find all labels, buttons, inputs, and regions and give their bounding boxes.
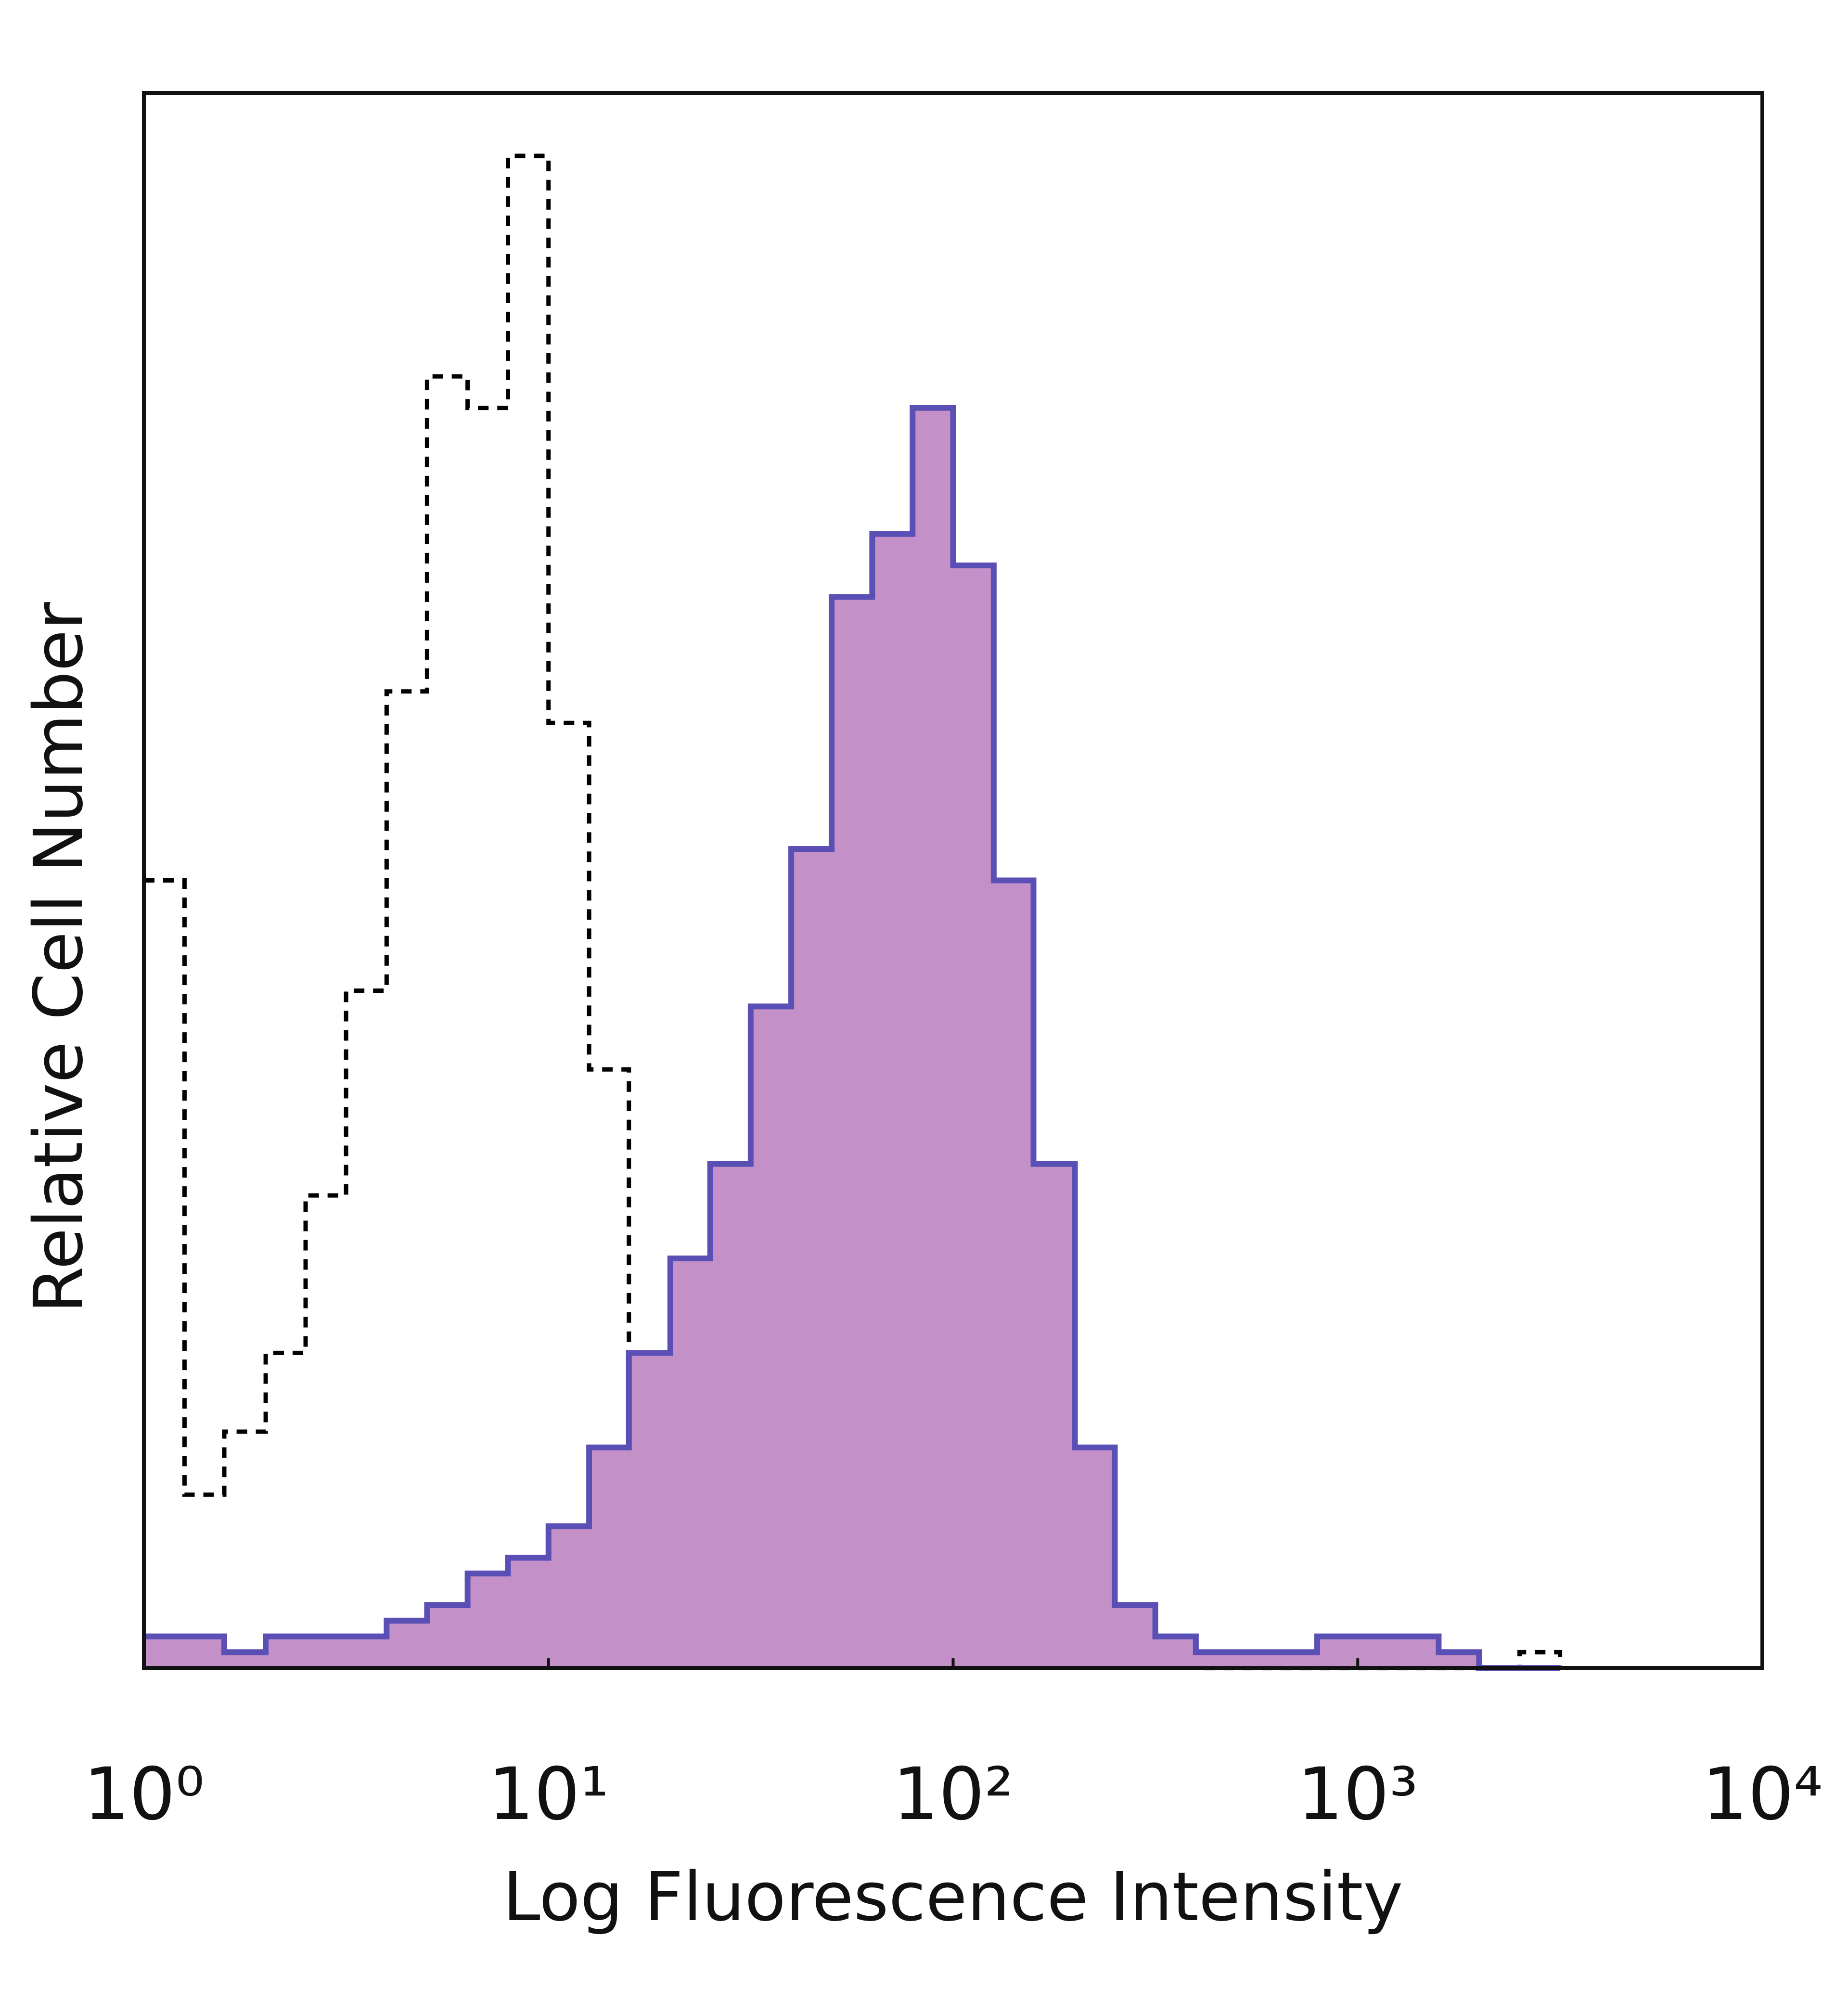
x-tick-label: 10⁴ — [1702, 1753, 1822, 1836]
histogram-line — [144, 405, 1560, 1671]
x-tick-label: 10³ — [1297, 1753, 1418, 1836]
histogram-area — [144, 408, 1560, 1668]
y-axis-label: Relative Cell Number — [20, 602, 98, 1313]
x-axis-label: Log Fluorescence Intensity — [503, 1858, 1403, 1936]
x-tick-label: 10¹ — [488, 1753, 609, 1836]
x-tick-label: 10² — [893, 1753, 1014, 1836]
x-tick-label: 10⁰ — [83, 1753, 204, 1836]
